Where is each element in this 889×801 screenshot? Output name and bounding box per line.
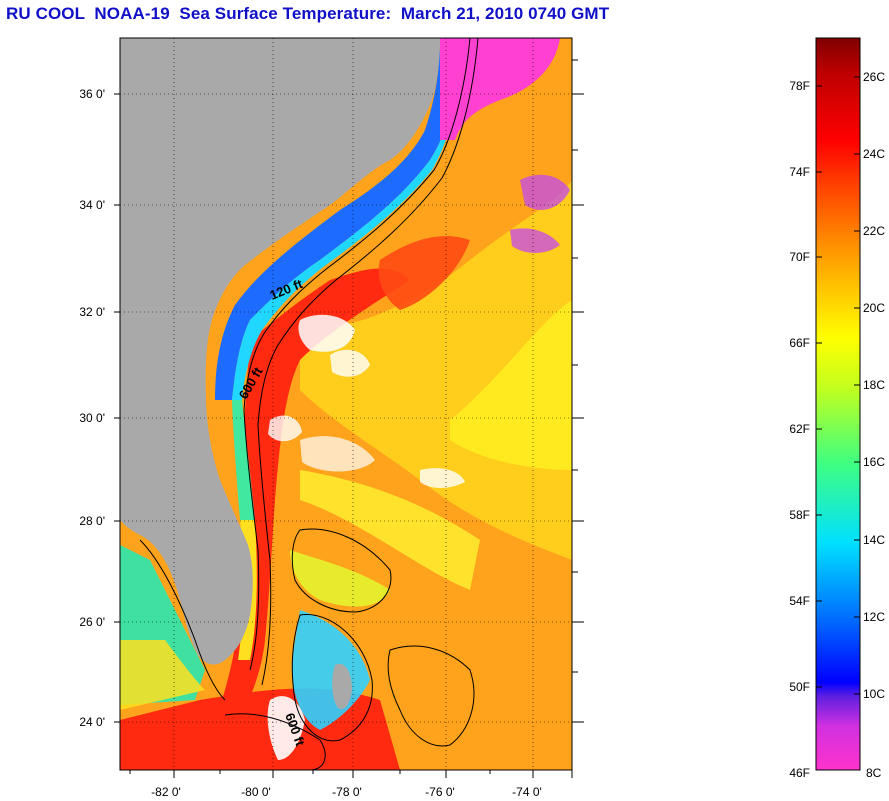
contour-bahama-bank xyxy=(291,528,392,613)
colorbar-c-label: 20C xyxy=(863,301,885,315)
colorbar xyxy=(815,37,861,771)
cold-purple-patch xyxy=(520,174,570,210)
lat-label: 24 0' xyxy=(79,715,105,729)
colorbar-c-label: 22C xyxy=(863,224,885,238)
yellow-sst-region xyxy=(300,180,572,560)
graticule xyxy=(120,38,572,770)
colorbar-c-label: 24C xyxy=(863,147,885,161)
lon-label: -74 0' xyxy=(512,785,542,799)
us-mainland-land xyxy=(120,38,440,665)
cloud-patch xyxy=(300,436,375,472)
lat-label: 36 0' xyxy=(79,87,105,101)
colorbar-f-label: 78F xyxy=(789,79,810,93)
colorbar-c-label: 12C xyxy=(863,610,885,624)
lat-ticks xyxy=(114,59,584,723)
colorbar-c-label: 10C xyxy=(863,687,885,701)
sst-plot-area xyxy=(120,38,572,770)
colorbar-c-label: 26C xyxy=(863,70,885,84)
lat-label: 34 0' xyxy=(79,198,105,212)
lat-label: 26 0' xyxy=(79,615,105,629)
warm-eddy xyxy=(378,236,470,310)
contour-600ft xyxy=(257,38,479,686)
lon-label: -78 0' xyxy=(332,785,362,799)
cloud-patch xyxy=(420,468,465,488)
colorbar-f-label: 62F xyxy=(789,422,810,436)
yellow-sst-region-east xyxy=(450,300,572,470)
colorbar-f-label: 70F xyxy=(789,250,810,264)
plot-frame xyxy=(119,37,573,771)
colorbar-f-label: 50F xyxy=(789,680,810,694)
cloud-patch xyxy=(298,314,355,352)
colorbar-f-ticks xyxy=(816,85,822,688)
map-title: RU COOL NOAA-19 Sea Surface Temperature:… xyxy=(6,4,610,23)
lat-label: 32 0' xyxy=(79,305,105,319)
contour-gulf xyxy=(139,539,226,701)
cloud-patch xyxy=(268,415,302,442)
gulf-coast-land xyxy=(120,460,133,511)
cloud-patch xyxy=(267,696,305,760)
little-bahama-bank xyxy=(290,550,390,607)
colorbar-c-label: 14C xyxy=(863,533,885,547)
bahamas-bank-water xyxy=(291,610,370,730)
colorbar-f-label: 66F xyxy=(789,336,810,350)
colorbar-c-label: 18C xyxy=(863,378,885,392)
contour-bank-east xyxy=(387,645,475,747)
cloud-patch xyxy=(330,349,370,377)
yellow-sst-patch xyxy=(300,470,480,590)
cold-purple-patch xyxy=(510,228,560,253)
lat-label: 30 0' xyxy=(79,411,105,425)
colorbar-f-label: 58F xyxy=(789,508,810,522)
contour-120ft xyxy=(243,38,471,671)
colorbar-c-label: 8C xyxy=(866,766,882,780)
lon-label: -82 0' xyxy=(151,785,181,799)
green-shelf-water xyxy=(232,400,255,520)
cold-pink-water-north xyxy=(440,38,560,140)
colorbar-c-ticks xyxy=(854,76,860,695)
gulf-warm-water xyxy=(120,640,205,710)
lat-label: 28 0' xyxy=(79,514,105,528)
colorbar-f-label: 74F xyxy=(789,165,810,179)
colorbar-f-label: 46F xyxy=(789,766,810,780)
contour-straits xyxy=(224,713,326,770)
lon-label: -76 0' xyxy=(425,785,455,799)
lon-ticks xyxy=(129,770,573,778)
lon-label: -80 0' xyxy=(241,785,271,799)
colorbar-f-label: 54F xyxy=(789,594,810,608)
contour-great-bahama-bank xyxy=(291,613,373,742)
andros-island xyxy=(332,663,352,710)
colorbar-c-label: 16C xyxy=(863,455,885,469)
cold-shelf-water xyxy=(215,38,465,400)
